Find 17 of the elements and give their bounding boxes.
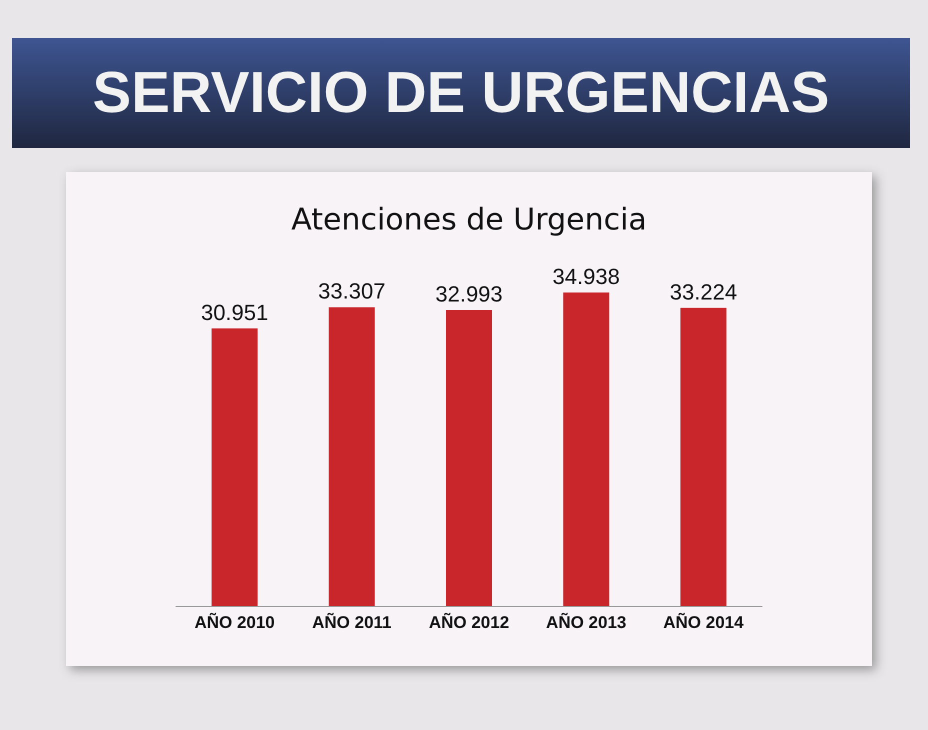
chart-title: SERVICIO DE URGENCIAS	[12, 38, 910, 148]
data-label: 33.307	[318, 278, 386, 304]
x-tick-label: AÑO 2011	[312, 612, 392, 632]
data-label: 34.938	[552, 264, 620, 290]
x-tick-label: AÑO 2010	[194, 612, 275, 632]
data-label: 33.224	[670, 279, 738, 304]
bar	[328, 307, 375, 606]
data-label: 32.993	[435, 282, 503, 307]
x-tick-label: AÑO 2014	[663, 612, 744, 632]
bar	[446, 310, 492, 606]
x-tick-label: AÑO 2013	[546, 612, 626, 632]
x-tick-label: AÑO 2012	[428, 612, 510, 632]
data-label: 30.951	[200, 300, 268, 325]
bar	[212, 328, 258, 606]
bar	[563, 292, 610, 606]
chart-subtitle: Atenciones de Urgencia	[291, 202, 647, 238]
bar	[680, 308, 726, 606]
